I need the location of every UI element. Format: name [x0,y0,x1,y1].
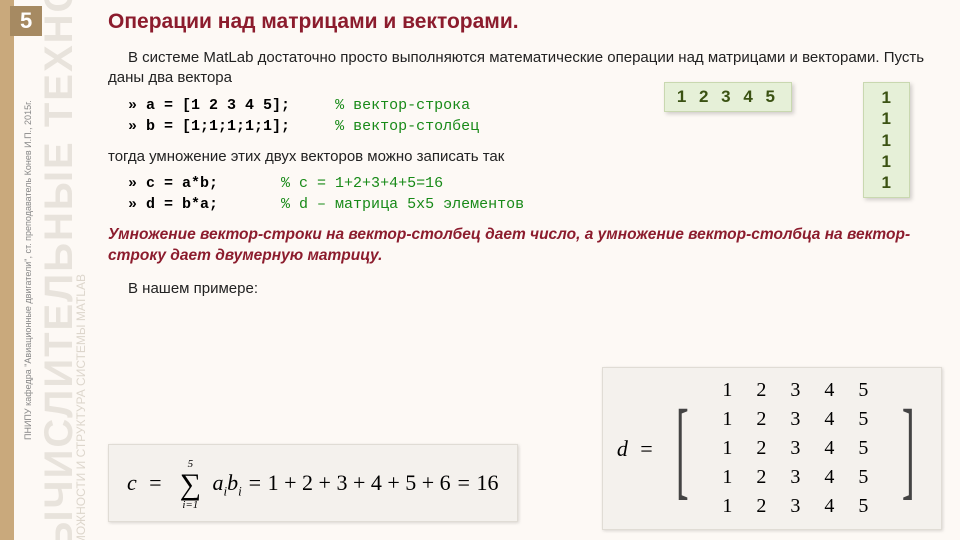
code-a-def: a = [1 2 3 4 5]; [146,97,290,114]
term-a: a [213,470,224,495]
code-block-vectors: » a = [1 2 3 4 5]; % вектор-строка » b =… [128,95,942,137]
sub-i: i [238,483,242,498]
slide-title: Операции над матрицами и векторами. [108,10,942,34]
matrix-cell: 2 [744,434,778,463]
matrix-cell: 4 [812,463,846,492]
prompt: » [128,97,146,114]
code-d-def: d = b*a; [146,196,218,213]
prompt: » [128,175,146,192]
code-b-def: b = [1;1;1;1;1]; [146,118,290,135]
matrix-cell: 2 [744,463,778,492]
summation-symbol: 5 ∑ i=1 [180,459,201,511]
equals: = [142,470,173,495]
prompt: » [128,118,146,135]
matrix-cell: 3 [778,376,812,405]
matrix-cell: 4 [812,376,846,405]
page-number: 5 [10,6,42,36]
matrix-cell: 2 [744,405,778,434]
formula-c-expansion: 1 + 2 + 3 + 4 + 5 + 6 [268,470,451,495]
matrix-cell: 3 [778,434,812,463]
prompt: » [128,196,146,213]
paragraph-example: В нашем примере: [108,279,942,299]
matrix-cell: 3 [778,492,812,521]
matrix-cell: 4 [812,492,846,521]
sigma-icon: ∑ [180,470,201,500]
code-comment: % c = 1+2+3+4+5=16 [281,175,443,192]
formula-c-result: 16 [477,470,499,495]
matrix-cell: 4 [812,405,846,434]
watermark-small: МОЖНОСТИ И СТРУКТУРА СИСТЕМЫ MATLAB [74,274,88,540]
side-citation: ПНИПУ кафедра "Авиационные двигатели", с… [14,0,42,540]
right-bracket-icon: ] [902,402,915,496]
code-line: » d = b*a; % d – матрица 5х5 элементов [128,194,942,215]
matrix-cell: 3 [778,405,812,434]
matrix-d: 1234512345123451234512345 [710,376,880,521]
formula-d-lhs: d [617,436,628,461]
code-block-mult: » c = a*b; % c = 1+2+3+4+5=16 » d = b*a;… [128,173,942,215]
matrix-cell: 5 [846,434,880,463]
code-c-def: c = a*b; [146,175,218,192]
paragraph-intro: В системе MatLab достаточно просто выпол… [108,48,942,89]
matrix-cell: 5 [846,405,880,434]
side-accent-strip [0,0,14,540]
matrix-cell: 3 [778,463,812,492]
code-line: » a = [1 2 3 4 5]; % вектор-строка [128,95,942,116]
equals: = [247,470,267,495]
matrix-cell: 1 [710,492,744,521]
matrix-cell: 1 [710,434,744,463]
code-comment: % вектор-строка [335,97,470,114]
slide-content: Операции над матрицами и векторами. В си… [108,10,942,530]
code-line: » b = [1;1;1;1;1]; % вектор-столбец [128,116,942,137]
matrix-cell: 2 [744,492,778,521]
row-vector-display: 1 2 3 4 5 [664,82,792,112]
matrix-cell: 4 [812,434,846,463]
sum-lower: i=1 [180,500,201,511]
matrix-cell: 2 [744,376,778,405]
code-comment: % вектор-столбец [335,118,479,135]
equals: = [456,470,476,495]
term-b: b [227,470,238,495]
matrix-cell: 1 [710,463,744,492]
formula-d-box: d = [ 1234512345123451234512345 ] [602,367,942,530]
matrix-cell: 1 [710,376,744,405]
side-watermark: ЫЧИСЛИТЕЛЬНЫЕ ТЕХНОЛОГИИ МОЖНОСТИ И СТРУ… [42,0,102,540]
code-line: » c = a*b; % c = 1+2+3+4+5=16 [128,173,942,194]
paragraph-then: тогда умножение этих двух векторов можно… [108,147,942,167]
col-vector-display: 11111 [863,82,910,198]
emphasis-rule: Умножение вектор-строки на вектор-столбе… [108,225,942,267]
matrix-cell: 1 [710,405,744,434]
matrix-cell: 5 [846,492,880,521]
matrix-cell: 5 [846,376,880,405]
code-comment: % d – матрица 5х5 элементов [281,196,524,213]
left-bracket-icon: [ [676,402,689,496]
formula-c-box: c = 5 ∑ i=1 aibi = 1 + 2 + 3 + 4 + 5 + 6… [108,444,518,522]
formula-c-lhs: c [127,470,137,495]
matrix-cell: 5 [846,463,880,492]
